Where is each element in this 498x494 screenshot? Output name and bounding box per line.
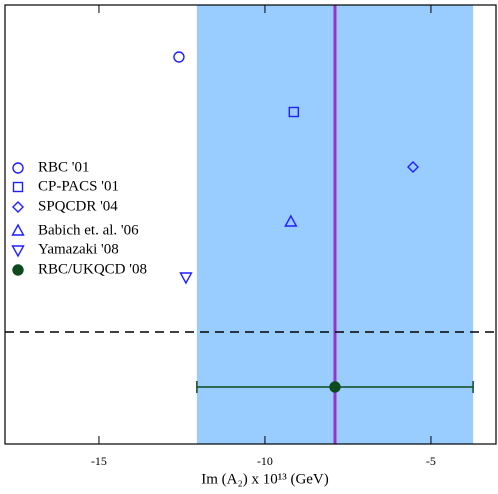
legend-marker: [12, 181, 24, 193]
data-point: [329, 381, 341, 393]
legend-label: RBC '01: [38, 159, 89, 175]
x-tick-label: -15: [91, 454, 107, 468]
legend-marker: [12, 201, 24, 213]
legend-marker: [12, 264, 24, 276]
x-axis-label: Im (A₂) x 10¹³ (GeV): [201, 471, 329, 487]
x-tick-label: -10: [257, 454, 273, 468]
x-tick-label: -5: [426, 454, 436, 468]
data-point: [284, 214, 298, 227]
legend-label: RBC/UKQCD '08: [38, 261, 147, 277]
legend-label: CP-PACS '01: [38, 178, 119, 194]
data-point: [173, 51, 185, 63]
legend-label: Yamazaki '08: [38, 241, 119, 257]
data-point: [407, 161, 419, 173]
legend-marker: [11, 245, 25, 258]
data-point: [288, 106, 300, 118]
legend-label: Babich et. al. '06: [38, 222, 139, 238]
legend-marker: [12, 162, 24, 174]
legend-marker: [11, 223, 25, 236]
legend-label: SPQCDR '04: [38, 198, 118, 214]
data-point: [179, 272, 193, 285]
plot-frame: [4, 4, 497, 445]
